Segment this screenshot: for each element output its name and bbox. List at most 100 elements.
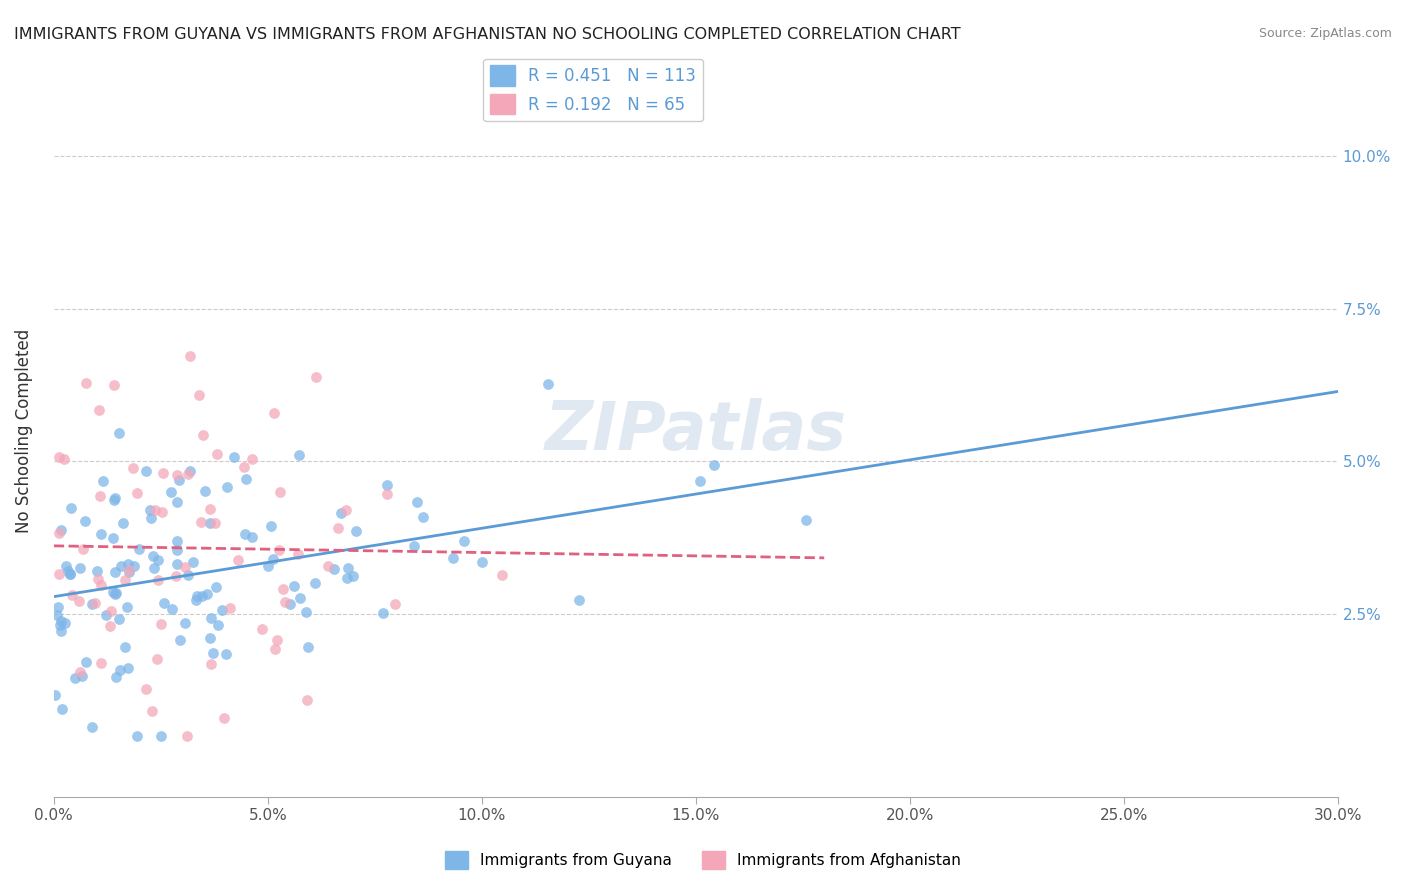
- Point: [240, 452, 263, 467]
- Point: [62, 588, 84, 602]
- Point: [141, 511, 163, 525]
- Point: [122, 558, 145, 573]
- Point: [49, 617, 72, 632]
- Point: [104, 565, 127, 579]
- Y-axis label: No Schooling Completed: No Schooling Completed: [15, 329, 32, 533]
- Point: [98, 619, 121, 633]
- Text: IMMIGRANTS FROM GUYANA VS IMMIGRANTS FROM AFGHANISTAN NO SCHOOLING COMPLETED COR: IMMIGRANTS FROM GUYANA VS IMMIGRANTS FRO…: [14, 27, 960, 42]
- Point: [108, 663, 131, 677]
- Point: [193, 428, 215, 442]
- Point: [222, 450, 245, 465]
- Point: [384, 597, 406, 611]
- Point: [117, 558, 139, 572]
- Point: [287, 547, 309, 561]
- Point: [169, 633, 191, 648]
- Point: [177, 567, 200, 582]
- Point: [179, 350, 201, 364]
- Point: [80, 720, 103, 734]
- Point: [150, 505, 173, 519]
- Point: [94, 607, 117, 622]
- Point: [51, 523, 73, 537]
- Point: [169, 473, 191, 487]
- Point: [375, 486, 398, 500]
- Point: [53, 451, 76, 466]
- Point: [44, 688, 66, 702]
- Point: [283, 579, 305, 593]
- Point: [342, 569, 364, 583]
- Point: [149, 729, 172, 743]
- Point: [111, 516, 134, 530]
- Point: [202, 646, 225, 660]
- Point: [269, 485, 291, 500]
- Point: [194, 484, 217, 499]
- Point: [118, 563, 141, 577]
- Point: [146, 553, 169, 567]
- Point: [344, 524, 367, 539]
- Point: [212, 711, 235, 725]
- Point: [48, 567, 70, 582]
- Point: [304, 370, 326, 384]
- Point: [73, 514, 96, 528]
- Point: [75, 376, 97, 391]
- Point: [207, 447, 229, 461]
- Point: [108, 426, 131, 441]
- Point: [83, 596, 105, 610]
- Point: [72, 541, 94, 556]
- Point: [703, 458, 725, 473]
- Point: [90, 578, 112, 592]
- Point: [101, 531, 124, 545]
- Legend: Immigrants from Guyana, Immigrants from Afghanistan: Immigrants from Guyana, Immigrants from …: [439, 845, 967, 875]
- Point: [146, 651, 169, 665]
- Point: [689, 475, 711, 489]
- Point: [537, 377, 560, 392]
- Point: [87, 403, 110, 417]
- Point: [568, 592, 591, 607]
- Point: [211, 603, 233, 617]
- Point: [262, 552, 284, 566]
- Point: [405, 495, 427, 509]
- Point: [59, 567, 82, 582]
- Point: [125, 486, 148, 500]
- Point: [235, 526, 257, 541]
- Point: [103, 492, 125, 507]
- Point: [160, 602, 183, 616]
- Point: [204, 516, 226, 530]
- Point: [207, 617, 229, 632]
- Point: [295, 605, 318, 619]
- Point: [117, 661, 139, 675]
- Point: [75, 655, 97, 669]
- Point: [290, 591, 312, 606]
- Point: [470, 555, 492, 569]
- Point: [135, 464, 157, 478]
- Point: [159, 485, 181, 500]
- Point: [235, 472, 257, 486]
- Point: [87, 573, 110, 587]
- Point: [335, 503, 357, 517]
- Point: [217, 480, 239, 494]
- Point: [46, 608, 69, 623]
- Point: [90, 526, 112, 541]
- Point: [441, 550, 464, 565]
- Point: [226, 552, 249, 566]
- Point: [179, 464, 201, 478]
- Point: [56, 564, 79, 578]
- Point: [110, 558, 132, 573]
- Point: [101, 585, 124, 599]
- Point: [173, 559, 195, 574]
- Point: [190, 589, 212, 603]
- Point: [93, 474, 115, 488]
- Point: [128, 542, 150, 557]
- Text: ZIPatlas: ZIPatlas: [544, 398, 846, 464]
- Point: [184, 593, 207, 607]
- Point: [139, 502, 162, 516]
- Point: [80, 597, 103, 611]
- Point: [118, 566, 141, 580]
- Point: [404, 539, 426, 553]
- Point: [153, 596, 176, 610]
- Point: [375, 477, 398, 491]
- Point: [264, 642, 287, 657]
- Point: [135, 681, 157, 696]
- Point: [260, 519, 283, 533]
- Point: [104, 491, 127, 506]
- Point: [271, 582, 294, 597]
